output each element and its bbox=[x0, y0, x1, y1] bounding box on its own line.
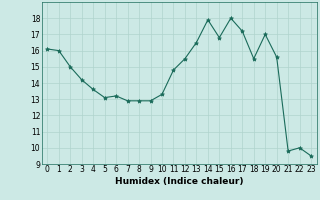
X-axis label: Humidex (Indice chaleur): Humidex (Indice chaleur) bbox=[115, 177, 244, 186]
